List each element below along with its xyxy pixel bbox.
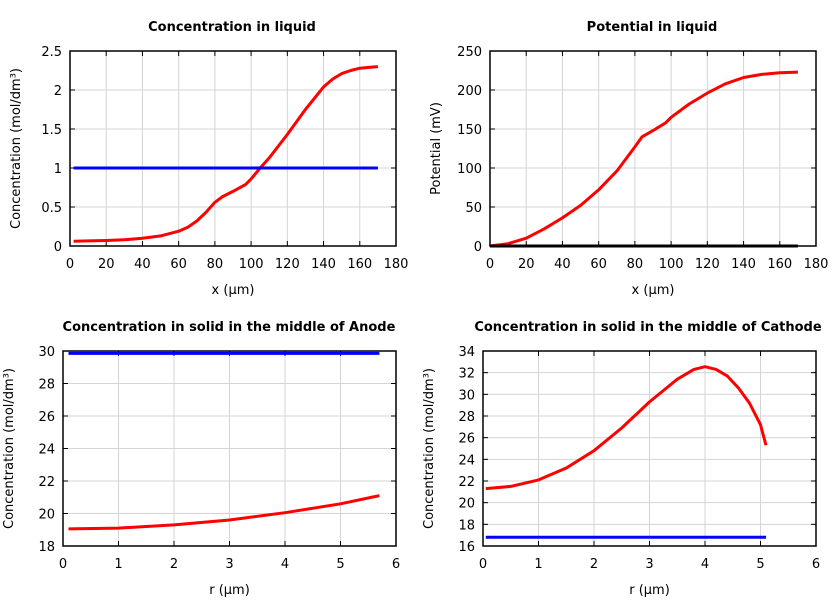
- x-tick-label: 140: [311, 257, 336, 272]
- x-tick-label: 2: [170, 557, 178, 572]
- y-tick-label: 100: [457, 162, 482, 177]
- plot-frame: [69, 50, 397, 247]
- y-tick-label: 28: [38, 378, 55, 393]
- series-line-1: [489, 70, 798, 248]
- x-tick-label: 0: [479, 557, 487, 572]
- y-tick-label: 18: [38, 540, 55, 555]
- x-tick-label: 100: [239, 257, 264, 272]
- y-tick-label: 1.5: [41, 123, 62, 138]
- x-axis-label: x (µm): [212, 283, 255, 298]
- y-axis-label: Concentration (mol/dm³): [9, 68, 24, 229]
- x-tick-label: 2: [590, 557, 598, 572]
- x-tick-label: 0: [66, 257, 74, 272]
- y-tick-label: 34: [458, 345, 475, 360]
- y-tick-label: 0: [474, 240, 482, 255]
- y-tick-label: 22: [38, 475, 55, 490]
- x-tick-label: 4: [701, 557, 709, 572]
- plot-frame: [489, 50, 817, 247]
- chart-title: Concentration in solid in the middle of …: [474, 320, 822, 335]
- y-tick-label: 18: [458, 518, 475, 533]
- x-tick-label: 160: [347, 257, 372, 272]
- plot-frame: [482, 350, 817, 547]
- y-tick-label: 30: [458, 388, 475, 403]
- y-tick-label: 0.5: [41, 201, 62, 216]
- y-tick-label: 26: [458, 432, 475, 447]
- subplot-1: 0 20 40 60 80 100 120 140 160 180 0 0.5 1 1.5 2 2.5 Conc…: [9, 20, 408, 298]
- chart-title: Potential in liquid: [587, 20, 718, 35]
- x-axis-label: r (µm): [209, 583, 250, 598]
- y-axis-label: Concentration (mol/dm³): [2, 368, 17, 529]
- y-tick-label: 24: [38, 443, 55, 458]
- y-tick-label: 22: [458, 475, 475, 490]
- y-tick-label: 200: [457, 84, 482, 99]
- y-tick-label: 2.5: [41, 45, 62, 60]
- y-tick-label: 30: [38, 345, 55, 360]
- y-tick-label: 150: [457, 123, 482, 138]
- plot-frame: [62, 350, 397, 547]
- x-tick-label: 180: [804, 257, 829, 272]
- x-tick-label: 6: [392, 557, 400, 572]
- x-tick-label: 100: [659, 257, 684, 272]
- series-line-1: [73, 65, 379, 243]
- x-tick-label: 60: [170, 257, 187, 272]
- series-line-1: [68, 494, 380, 531]
- y-tick-label: 50: [465, 201, 482, 216]
- x-axis-label: r (µm): [629, 583, 670, 598]
- y-tick-label: 32: [458, 367, 475, 382]
- x-tick-label: 6: [812, 557, 820, 572]
- x-axis-label: x (µm): [632, 283, 675, 298]
- x-tick-label: 180: [384, 257, 409, 272]
- x-tick-label: 3: [645, 557, 653, 572]
- chart-title: Concentration in liquid: [148, 20, 316, 35]
- x-tick-label: 160: [767, 257, 792, 272]
- subplot-4: 0 1 2 3 4 5 616182022242628303234Concentration…: [422, 320, 822, 598]
- y-tick-label: 250: [457, 45, 482, 60]
- x-tick-label: 80: [627, 257, 644, 272]
- y-tick-label: 28: [458, 410, 475, 425]
- x-tick-label: 40: [554, 257, 571, 272]
- subplot-3: 0 1 2 3 4 5 6 18 20 22 24 26 28 30 Concentration in so…: [2, 320, 400, 598]
- x-tick-label: 1: [534, 557, 542, 572]
- x-tick-label: 60: [590, 257, 607, 272]
- x-tick-label: 40: [134, 257, 151, 272]
- y-tick-label: 2: [54, 84, 62, 99]
- x-tick-label: 120: [695, 257, 720, 272]
- y-tick-label: 1: [54, 162, 62, 177]
- x-tick-label: 20: [518, 257, 535, 272]
- y-axis-label: Potential (mV): [429, 102, 444, 195]
- y-axis-label: Concentration (mol/dm³): [422, 368, 437, 529]
- y-tick-label: 0: [54, 240, 62, 255]
- x-tick-label: 3: [225, 557, 233, 572]
- y-tick-label: 20: [38, 508, 55, 523]
- x-tick-label: 0: [59, 557, 67, 572]
- x-tick-label: 4: [281, 557, 289, 572]
- x-tick-label: 5: [336, 557, 344, 572]
- x-tick-label: 120: [275, 257, 300, 272]
- y-tick-label: 24: [458, 453, 475, 468]
- x-tick-label: 0: [486, 257, 494, 272]
- y-tick-label: 26: [38, 410, 55, 425]
- x-tick-label: 1: [114, 557, 122, 572]
- chart-title: Concentration in solid in the middle of …: [63, 320, 396, 335]
- series-line-1: [485, 365, 768, 491]
- x-tick-label: 80: [207, 257, 224, 272]
- x-tick-label: 5: [756, 557, 764, 572]
- subplot-2: 0 20 40 60 80 100 120 140 160 180 0 50 100 150 200 250 P…: [429, 20, 828, 298]
- x-tick-label: 20: [98, 257, 115, 272]
- y-tick-label: 16: [458, 540, 475, 555]
- y-tick-label: 20: [458, 497, 475, 512]
- x-tick-label: 140: [731, 257, 756, 272]
